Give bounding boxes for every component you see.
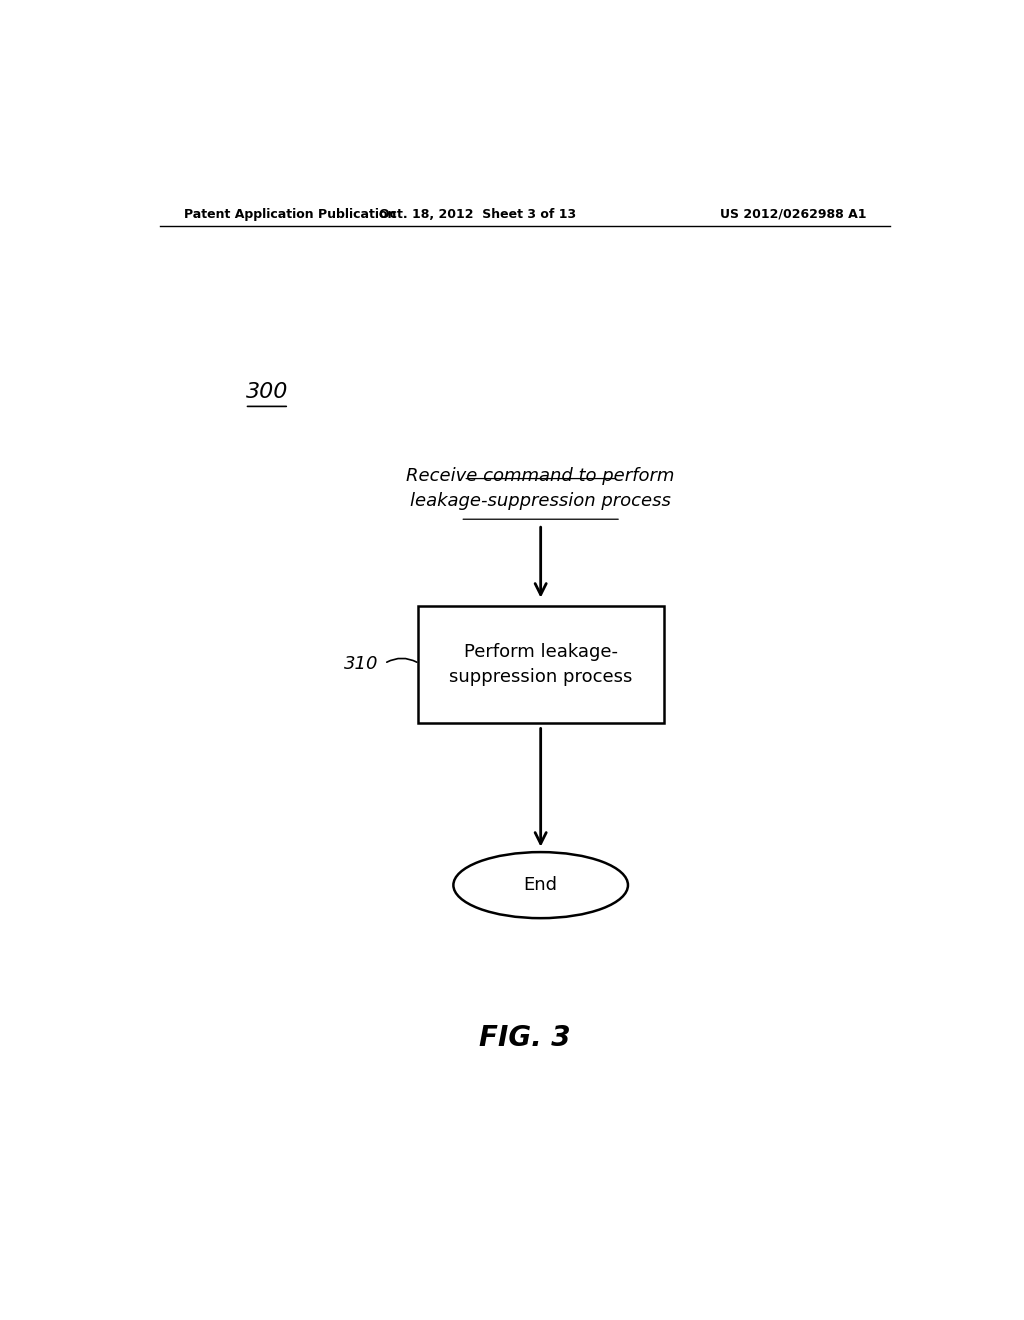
Text: FIG. 3: FIG. 3 bbox=[479, 1023, 570, 1052]
Text: Receive command to perform
leakage-suppression process: Receive command to perform leakage-suppr… bbox=[407, 467, 675, 511]
Bar bbox=[418, 606, 664, 722]
Text: 300: 300 bbox=[246, 383, 288, 403]
Text: Patent Application Publication: Patent Application Publication bbox=[183, 207, 396, 220]
Text: End: End bbox=[523, 876, 558, 894]
Text: 310: 310 bbox=[343, 655, 378, 673]
Text: Oct. 18, 2012  Sheet 3 of 13: Oct. 18, 2012 Sheet 3 of 13 bbox=[379, 207, 575, 220]
Text: Perform leakage-
suppression process: Perform leakage- suppression process bbox=[449, 643, 633, 685]
Text: US 2012/0262988 A1: US 2012/0262988 A1 bbox=[720, 207, 866, 220]
Ellipse shape bbox=[454, 853, 628, 919]
